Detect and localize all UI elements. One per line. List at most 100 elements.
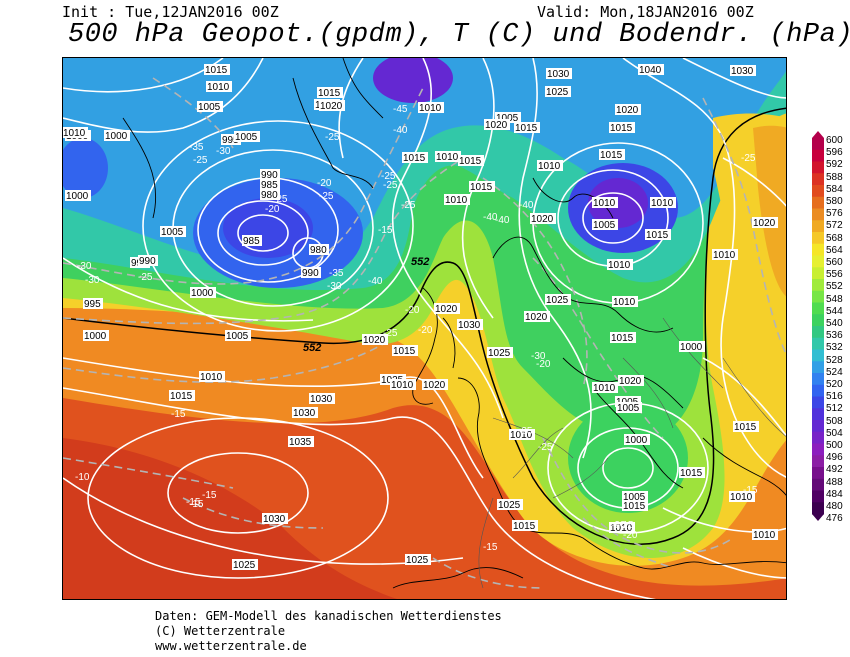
scale-label: 600 <box>826 135 843 146</box>
label-background <box>615 396 641 407</box>
iso-label: 1025 <box>488 348 511 359</box>
temp-label: -30 <box>531 351 546 362</box>
init-time: Init : Tue,12JAN2016 00Z <box>62 3 279 21</box>
label-background <box>638 64 664 75</box>
label-background <box>434 303 460 314</box>
label-background <box>616 402 642 413</box>
label-background <box>509 429 535 440</box>
label-background <box>730 65 756 76</box>
scale-label: 484 <box>826 488 843 500</box>
iso-label: 1015 <box>470 182 493 193</box>
iso-label: 1015 <box>680 468 703 479</box>
iso-label: 1010 <box>538 161 561 172</box>
iso-label: 1010 <box>510 430 533 441</box>
iso-label: 1000 <box>625 435 648 446</box>
iso-label: 1015 <box>318 88 341 99</box>
temp-label: -25 <box>538 442 553 453</box>
label-background <box>160 226 186 237</box>
scale-label: 596 <box>826 147 843 159</box>
scale-label: 480 <box>826 501 843 512</box>
geo-label: 552 <box>411 256 429 268</box>
scale-swatch <box>812 384 824 397</box>
label-background <box>319 100 345 111</box>
iso-label: 1010 <box>63 128 86 139</box>
field-low-arctic <box>373 58 453 103</box>
temp-label: -15 <box>619 520 634 531</box>
iso-label: 1030 <box>458 320 481 331</box>
iso-label: 1020 <box>525 312 548 323</box>
label-background <box>592 197 618 208</box>
label-background <box>317 87 343 98</box>
scale-label: 540 <box>826 318 843 329</box>
temp-label: -30 <box>216 146 231 157</box>
scale-swatch <box>812 490 824 503</box>
scale-label: 520 <box>826 379 843 390</box>
scale-swatch <box>812 502 824 515</box>
iso-label: 1005 <box>496 113 519 124</box>
temp-label: -15 <box>483 542 498 553</box>
scale-swatch <box>812 314 824 327</box>
iso-label: 1010 <box>391 380 414 391</box>
scale-swatch <box>812 373 824 386</box>
label-background <box>63 127 88 138</box>
label-background <box>221 134 241 145</box>
label-background <box>197 101 223 112</box>
scale-swatch <box>812 408 824 421</box>
temp-label: -30 <box>77 261 92 272</box>
label-background <box>169 390 195 401</box>
scale-label: 556 <box>826 269 843 281</box>
scale-swatch <box>812 396 824 409</box>
label-background <box>199 371 225 382</box>
iso-label: 1020 <box>485 120 508 131</box>
scale-swatch <box>812 255 824 268</box>
scale-bottom-arrow <box>812 514 824 521</box>
temp-label: -25 <box>383 328 398 339</box>
temp-label: -35 <box>329 268 344 279</box>
iso-label: 1010 <box>613 297 636 308</box>
iso-label: 1010 <box>207 82 230 93</box>
iso-label: 1010 <box>593 198 616 209</box>
temperature-labels: -30-30 -25-25-35 -30-25-25-20-45-40-25-25-… <box>75 104 758 553</box>
scale-label: 564 <box>826 244 843 256</box>
iso-label: 1020 <box>753 218 776 229</box>
scale-swatch <box>812 279 824 292</box>
iso-label: 1015 <box>403 153 426 164</box>
iso-label: 995 <box>84 299 101 310</box>
iso-label: 1000 <box>84 331 107 342</box>
iso-label: 1015 <box>205 65 228 76</box>
geo-label: 552 <box>303 342 321 354</box>
label-background <box>610 332 636 343</box>
temp-label: -20 <box>536 359 551 370</box>
label-background <box>309 393 335 404</box>
iso-label: 1030 <box>310 394 333 405</box>
scale-label: 584 <box>826 183 843 195</box>
iso-label: 1020 <box>616 105 639 116</box>
scale-swatch <box>812 149 824 162</box>
label-background <box>599 149 625 160</box>
credit-copyright: (C) Wetterzentrale <box>155 624 286 638</box>
iso-label: 985 <box>261 180 278 191</box>
scale-label: 580 <box>826 196 843 207</box>
iso-label: 980 <box>261 190 278 201</box>
scale-swatch <box>812 455 824 468</box>
scale-label: 496 <box>826 452 843 464</box>
label-background <box>615 104 641 115</box>
iso-label: 1015 <box>734 422 757 433</box>
scale-swatch <box>812 349 824 362</box>
temp-label: -25 <box>319 191 334 202</box>
scale-label: 536 <box>826 330 843 342</box>
label-background <box>234 131 260 142</box>
map-canvas: 1015101010051000995100599098598098598099… <box>63 58 786 599</box>
iso-label: 1005 <box>235 132 258 143</box>
temp-label: -20 <box>265 204 280 215</box>
iso-label: 1035 <box>289 437 312 448</box>
scale-swatch <box>812 302 824 315</box>
scale-label: 588 <box>826 171 843 183</box>
label-background <box>622 491 648 502</box>
iso-label: 1005 <box>161 227 184 238</box>
temp-label: -25 <box>273 194 288 205</box>
iso-label: 1005 <box>617 403 640 414</box>
label-background <box>618 375 644 386</box>
credit-website: www.wetterzentrale.de <box>155 639 307 653</box>
label-background <box>752 529 778 540</box>
